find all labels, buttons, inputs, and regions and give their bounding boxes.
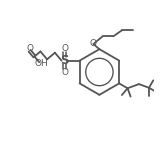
Text: OH: OH [35, 59, 49, 68]
Text: O: O [61, 68, 68, 77]
Text: O: O [27, 44, 34, 53]
Text: S: S [60, 54, 69, 67]
Text: O: O [61, 44, 68, 53]
Text: O: O [89, 39, 96, 48]
